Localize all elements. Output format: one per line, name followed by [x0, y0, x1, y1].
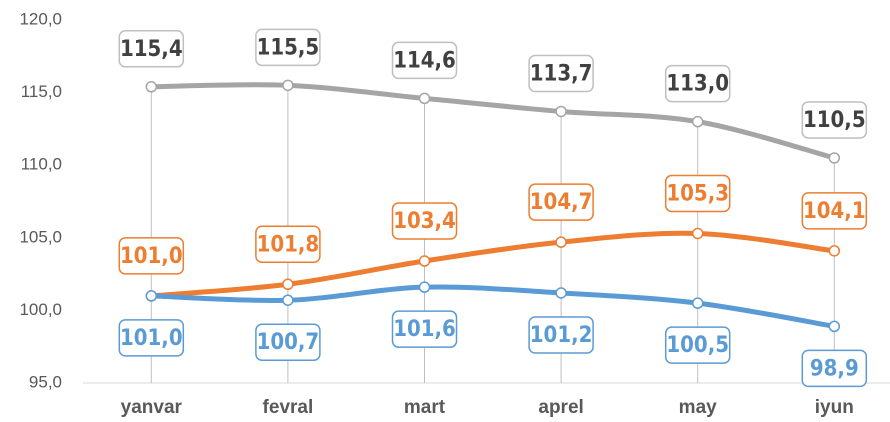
marker [693, 298, 703, 308]
y-tick-label: 115,0 [21, 82, 62, 101]
value-label: 105,3 [666, 175, 730, 211]
value-label-text: 113,0 [666, 72, 729, 97]
value-label: 113,0 [666, 66, 730, 102]
value-label: 101,2 [529, 317, 593, 353]
value-label: 101,0 [119, 320, 183, 356]
value-label-text: 101,6 [393, 317, 456, 342]
value-label: 103,4 [393, 203, 457, 239]
marker [556, 288, 566, 298]
x-tick-label: fevral [263, 397, 314, 418]
marker [420, 93, 430, 103]
marker [829, 153, 839, 163]
value-label: 101,0 [119, 238, 183, 274]
value-label-text: 101,0 [120, 244, 183, 269]
value-label: 110,5 [802, 102, 866, 138]
y-tick-label: 120,0 [19, 9, 62, 28]
value-label-text: 104,7 [530, 190, 593, 215]
value-label: 104,7 [529, 184, 593, 220]
marker [283, 295, 293, 305]
x-tick-label: mart [404, 397, 446, 418]
series-line [151, 85, 834, 158]
value-label-text: 100,5 [666, 333, 729, 358]
value-label: 115,4 [119, 31, 183, 67]
value-label: 98,9 [802, 350, 866, 386]
marker [829, 321, 839, 331]
value-label: 100,5 [666, 327, 730, 363]
value-label-text: 115,5 [257, 35, 320, 60]
y-tick-label: 95,0 [29, 372, 62, 391]
x-tick-label: yanvar [121, 397, 183, 418]
x-tick-label: iyun [815, 397, 854, 418]
value-label: 101,6 [393, 311, 457, 347]
value-label-text: 114,6 [393, 48, 456, 73]
value-label: 101,8 [256, 226, 320, 262]
marker [693, 228, 703, 238]
value-label: 114,6 [393, 42, 457, 78]
marker [829, 246, 839, 256]
value-label-text: 110,5 [803, 108, 866, 133]
value-label-text: 100,7 [257, 330, 320, 355]
value-label-text: 101,8 [257, 232, 320, 257]
y-tick-label: 100,0 [19, 300, 62, 319]
value-label-text: 101,0 [120, 326, 183, 351]
marker [556, 237, 566, 247]
value-label: 104,1 [802, 193, 866, 229]
x-tick-label: aprel [538, 397, 583, 418]
chart: 95,0 100,0 105,0 110,0 115,0 120,0 yanvar fevra… [0, 0, 890, 422]
x-tick-label: may [679, 397, 717, 418]
marker [556, 106, 566, 116]
y-tick-label: 105,0 [19, 227, 62, 246]
marker [146, 291, 156, 301]
marker [283, 80, 293, 90]
value-label: 113,7 [529, 55, 593, 91]
series-line [151, 287, 834, 326]
value-label-text: 98,9 [810, 356, 859, 381]
y-tick-label: 110,0 [21, 155, 62, 174]
value-label-text: 105,3 [666, 181, 729, 206]
marker [420, 282, 430, 292]
value-label-text: 113,7 [530, 61, 593, 86]
marker [693, 117, 703, 127]
value-label-text: 115,4 [120, 37, 183, 62]
value-label-text: 101,2 [530, 323, 593, 348]
marker [146, 82, 156, 92]
value-label-text: 104,1 [803, 199, 866, 224]
marker [420, 256, 430, 266]
value-label: 115,5 [256, 29, 320, 65]
value-label: 100,7 [256, 324, 320, 360]
value-label-text: 103,4 [393, 209, 456, 234]
marker [283, 279, 293, 289]
